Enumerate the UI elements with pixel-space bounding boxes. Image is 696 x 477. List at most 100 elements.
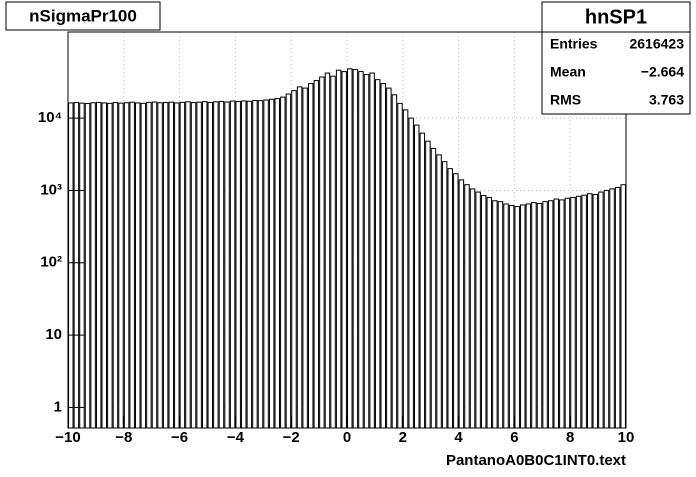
bar [157,102,163,429]
bar [453,173,459,429]
bar [84,103,91,429]
bar [352,68,359,429]
bar [402,109,409,429]
x-tick-label: −6 [171,429,188,446]
bar [547,200,554,429]
bar [302,87,308,429]
x-tick-label: 0 [343,429,351,446]
y-tick-label: 10 [45,326,62,343]
bar [218,100,225,429]
bar [553,198,559,429]
bar [229,100,236,429]
bar [480,195,487,429]
bar [79,102,85,429]
stats-box [541,1,691,115]
bar [90,102,96,429]
x-tick-label: 10 [618,429,635,446]
bar [536,202,543,429]
bar [609,188,615,429]
x-tick-label: −10 [55,429,80,446]
bar [235,100,241,429]
bar [369,72,375,429]
stats-value: 2616423 [629,36,684,52]
bar [291,90,297,429]
bar [140,102,147,429]
x-tick-label: −4 [227,429,245,446]
bar [570,196,576,429]
bar [274,98,280,429]
bar [497,201,504,429]
title-box [5,1,161,31]
bar [374,79,381,429]
bar [414,124,420,429]
bar [68,102,74,429]
bar [101,102,108,429]
bar [118,102,124,429]
bar [525,203,532,429]
bar [441,161,448,429]
bar [246,100,253,429]
bar [492,200,498,429]
x-tick-label: 6 [510,429,518,446]
x-tick-label: 2 [399,429,407,446]
bar [313,80,320,429]
bar [347,68,353,429]
bar [503,203,509,429]
y-tick-label: 10³ [40,181,62,198]
bar [285,93,292,429]
bar [174,102,180,429]
x-tick-label: −2 [283,429,300,446]
bar [564,197,571,429]
x-tick-label: −8 [115,429,132,446]
stats-value: 3.763 [649,92,684,108]
bar [614,186,621,429]
bar [380,83,387,429]
bar [559,199,565,429]
bar [135,102,141,429]
stats-label: Entries [550,36,598,52]
bar [486,196,493,429]
y-tick-label: 1 [54,398,62,415]
bar [95,101,102,429]
bar [224,101,230,429]
bar [542,201,548,429]
bar [575,195,582,429]
bar [280,96,286,429]
bar [531,202,537,429]
x-tick-label: 4 [454,429,463,446]
bar [168,101,174,429]
bar [598,191,604,429]
bar [341,71,347,429]
bar [447,168,453,429]
bar [263,99,269,429]
x-tick-label: 8 [566,429,574,446]
bar [252,100,258,429]
bar [268,98,275,429]
bar [241,100,247,429]
bar [296,86,303,429]
chart-title: nSigmaPr100 [29,6,137,25]
bar [162,102,169,429]
bar [213,101,219,429]
stats-label: Mean [550,64,586,80]
bar [508,204,515,429]
bar [430,148,437,429]
bar [391,94,398,429]
y-tick-label: 10⁴ [38,109,62,126]
bar [475,191,481,429]
bar [592,193,599,429]
bar [464,184,470,429]
bar [129,101,135,429]
bar [112,102,119,429]
bar [324,72,331,429]
stats-value: −2.664 [641,64,684,80]
bar [123,102,130,429]
bar [363,74,370,429]
bar [603,189,610,429]
bar [307,83,314,429]
bar [419,132,426,429]
bar [425,140,431,429]
bar [469,188,476,429]
bar [386,87,392,429]
